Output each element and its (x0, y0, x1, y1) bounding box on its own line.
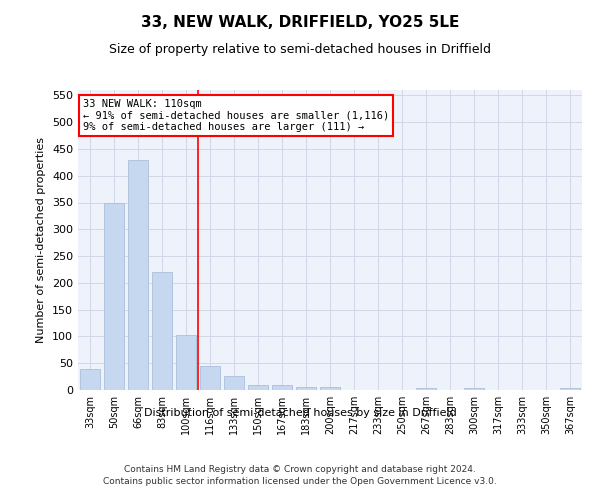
Bar (296, 388, 316, 390)
Text: Size of property relative to semi-detached houses in Driffield: Size of property relative to semi-detach… (109, 42, 491, 56)
Text: Distribution of semi-detached houses by size in Driffield: Distribution of semi-detached houses by … (143, 408, 457, 418)
Bar (200, 366, 220, 390)
Bar (320, 388, 340, 390)
Bar (464, 388, 484, 390)
Text: Contains public sector information licensed under the Open Government Licence v3: Contains public sector information licen… (103, 478, 497, 486)
Bar (176, 335, 196, 390)
Bar (224, 376, 244, 390)
Bar (104, 202, 124, 390)
Bar (416, 388, 436, 390)
Bar (560, 388, 580, 390)
Y-axis label: Number of semi-detached properties: Number of semi-detached properties (37, 137, 46, 343)
Bar (152, 272, 172, 390)
Bar (128, 160, 148, 390)
Text: 33, NEW WALK, DRIFFIELD, YO25 5LE: 33, NEW WALK, DRIFFIELD, YO25 5LE (141, 15, 459, 30)
Text: 33 NEW WALK: 110sqm
← 91% of semi-detached houses are smaller (1,116)
9% of semi: 33 NEW WALK: 110sqm ← 91% of semi-detach… (83, 99, 389, 132)
Bar (80, 368, 100, 390)
Bar (272, 385, 292, 390)
Bar (248, 385, 268, 390)
Text: Contains HM Land Registry data © Crown copyright and database right 2024.: Contains HM Land Registry data © Crown c… (124, 465, 476, 474)
